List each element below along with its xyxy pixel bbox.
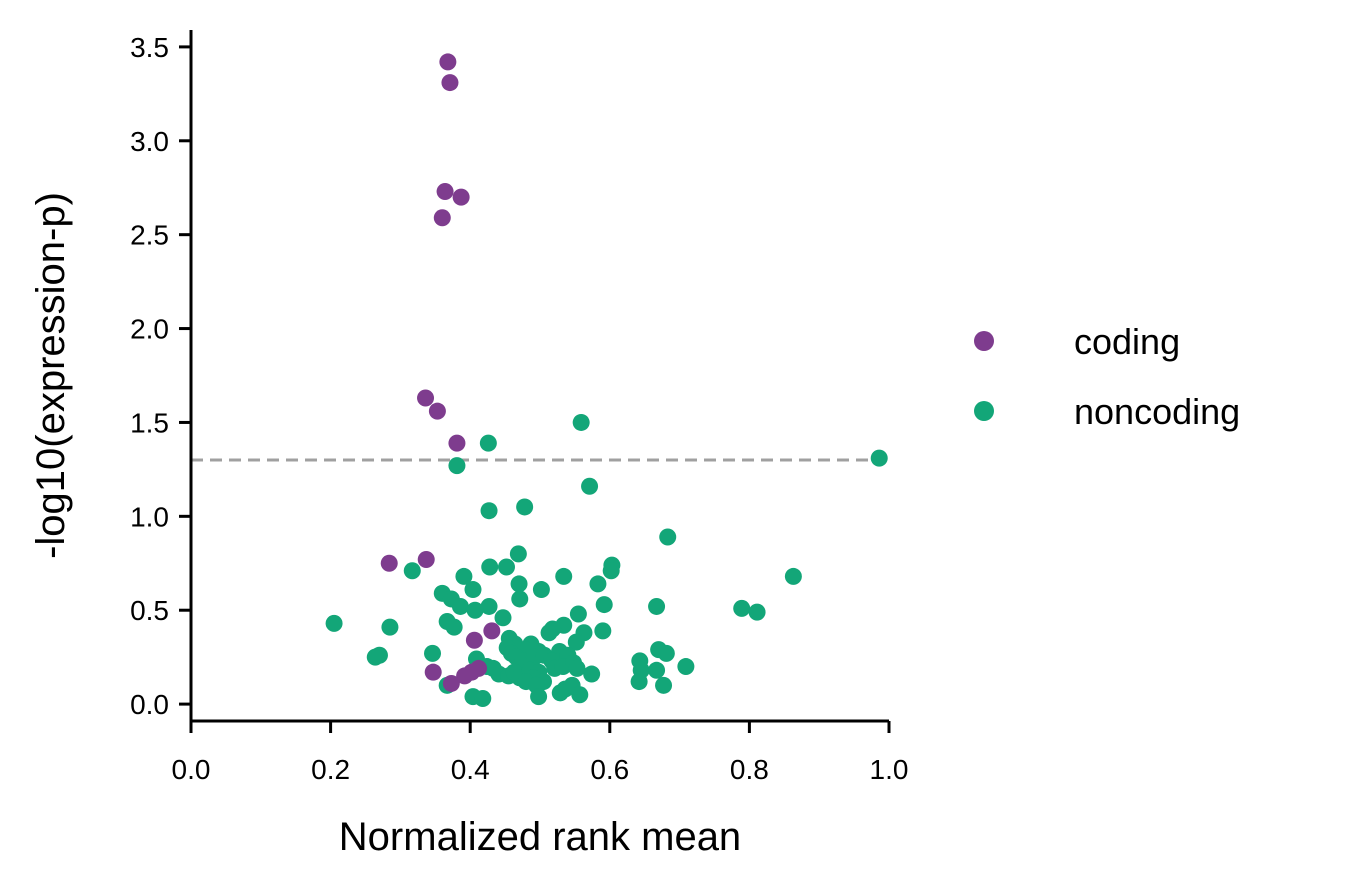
noncoding-point xyxy=(381,618,399,636)
noncoding-point xyxy=(567,633,585,651)
noncoding-point xyxy=(445,618,463,636)
noncoding-point xyxy=(451,597,469,615)
noncoding-point xyxy=(480,597,498,615)
legend-marker-coding xyxy=(974,331,994,351)
noncoding-point xyxy=(569,605,587,623)
y-tick-label: 2.0 xyxy=(130,314,169,345)
noncoding-point xyxy=(555,567,573,585)
noncoding-point xyxy=(511,590,529,608)
noncoding-point xyxy=(540,624,558,642)
coding-point xyxy=(439,53,457,71)
coding-point xyxy=(441,74,459,92)
points-layer xyxy=(325,53,888,707)
noncoding-point xyxy=(659,528,677,546)
noncoding-point xyxy=(366,648,384,666)
coding-point xyxy=(448,434,466,452)
x-tick-label: 0.4 xyxy=(451,754,490,785)
noncoding-point xyxy=(583,665,601,683)
legend-label-noncoding: noncoding xyxy=(1074,391,1240,432)
coding-point xyxy=(436,182,454,200)
noncoding-point xyxy=(510,575,528,593)
noncoding-point xyxy=(733,599,751,617)
x-tick-label: 0.6 xyxy=(590,754,629,785)
noncoding-point xyxy=(581,477,599,495)
coding-point xyxy=(380,554,398,572)
legend: coding noncoding xyxy=(974,321,1240,432)
noncoding-point xyxy=(466,601,484,619)
noncoding-point xyxy=(630,673,648,691)
noncoding-point xyxy=(325,614,343,632)
noncoding-point xyxy=(648,661,666,679)
noncoding-point xyxy=(748,603,766,621)
noncoding-point xyxy=(464,581,482,599)
x-axis-ticks: 0.0 0.2 0.4 0.6 0.8 1.0 xyxy=(172,721,909,785)
noncoding-point xyxy=(455,567,473,585)
coding-point xyxy=(417,551,435,569)
axes-layer: 0.0 0.2 0.4 0.6 0.8 1.0 0.0 0.5 1.0 1.5 2.0 2.5 3.0… xyxy=(130,30,908,785)
noncoding-point xyxy=(424,644,442,662)
noncoding-point xyxy=(648,597,666,615)
coding-point xyxy=(452,188,470,206)
noncoding-point xyxy=(532,581,550,599)
coding-point xyxy=(428,402,446,420)
plot-area xyxy=(191,53,889,707)
noncoding-point xyxy=(571,686,589,704)
noncoding-point xyxy=(497,558,515,576)
coding-point xyxy=(417,389,435,407)
noncoding-point xyxy=(494,609,512,627)
y-tick-label: 0.5 xyxy=(130,595,169,626)
y-axis-label: -log10(expression-p) xyxy=(29,192,73,559)
coding-point xyxy=(433,209,451,227)
noncoding-point xyxy=(784,567,802,585)
noncoding-point xyxy=(568,659,586,677)
noncoding-point xyxy=(655,676,673,694)
noncoding-point xyxy=(481,558,499,576)
y-tick-label: 1.0 xyxy=(130,501,169,532)
coding-point xyxy=(463,663,481,681)
noncoding-point xyxy=(509,545,527,563)
coding-point xyxy=(424,663,442,681)
noncoding-point xyxy=(677,658,695,676)
noncoding-point xyxy=(479,434,497,452)
x-tick-label: 0.8 xyxy=(730,754,769,785)
noncoding-point xyxy=(595,596,613,614)
noncoding-point xyxy=(403,562,421,580)
x-tick-label: 1.0 xyxy=(870,754,909,785)
legend-label-coding: coding xyxy=(1074,321,1180,362)
noncoding-point xyxy=(551,684,569,702)
noncoding-point xyxy=(870,449,888,467)
noncoding-point xyxy=(589,575,607,593)
coding-point xyxy=(483,622,501,640)
noncoding-point xyxy=(516,498,534,516)
y-axis-ticks: 0.0 0.5 1.0 1.5 2.0 2.5 3.0 3.5 xyxy=(130,32,191,720)
noncoding-point xyxy=(657,644,675,662)
y-tick-label: 3.5 xyxy=(130,32,169,63)
legend-marker-noncoding xyxy=(974,401,994,421)
noncoding-point xyxy=(594,622,612,640)
coding-point xyxy=(465,631,483,649)
coding-point xyxy=(442,674,460,692)
y-tick-label: 3.0 xyxy=(130,126,169,157)
x-axis-label: Normalized rank mean xyxy=(339,815,741,859)
y-tick-label: 0.0 xyxy=(130,689,169,720)
x-tick-label: 0.0 xyxy=(172,754,211,785)
noncoding-point xyxy=(602,562,620,580)
noncoding-point xyxy=(480,502,498,520)
noncoding-point xyxy=(530,688,548,706)
y-tick-label: 1.5 xyxy=(130,407,169,438)
noncoding-point xyxy=(448,457,466,475)
noncoding-point xyxy=(572,413,590,431)
x-tick-label: 0.2 xyxy=(311,754,350,785)
y-tick-label: 2.5 xyxy=(130,220,169,251)
noncoding-point xyxy=(474,689,492,707)
